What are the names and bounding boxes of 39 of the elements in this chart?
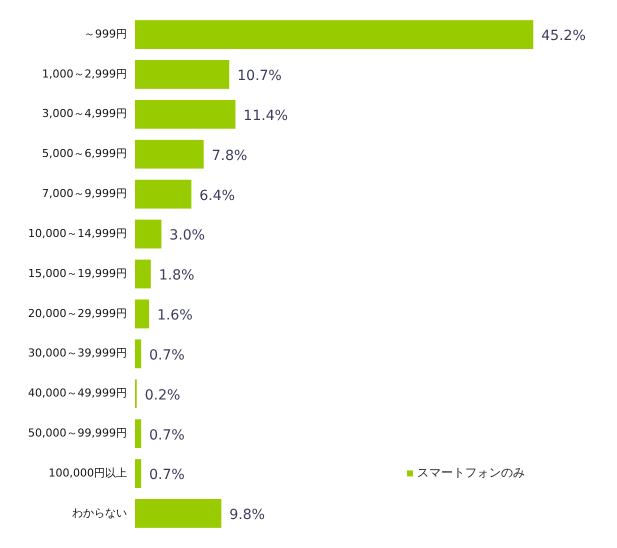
y-tick-label: 15,000～19,999円 xyxy=(28,266,127,280)
y-tick-label: 3,000～4,999円 xyxy=(42,107,127,120)
data-label: 9.8% xyxy=(229,507,265,524)
bar xyxy=(134,300,150,328)
data-label: 0.2% xyxy=(144,387,180,404)
y-tick-label: 30,000～39,999円 xyxy=(28,346,127,360)
y-tick-label: 5,000～6,999円 xyxy=(42,147,127,160)
y-tick-label: 10,000～14,999円 xyxy=(28,226,127,240)
bar xyxy=(134,180,192,209)
data-label: 11.4% xyxy=(243,108,288,124)
bar xyxy=(134,220,162,248)
data-label: 7.8% xyxy=(212,148,248,164)
bar xyxy=(134,60,230,89)
bar xyxy=(134,140,204,169)
y-tick-label: 7,000～9,999円 xyxy=(42,187,127,200)
y-tick-label: 20,000～29,999円 xyxy=(28,306,127,320)
y-tick-label: わからない xyxy=(72,506,127,520)
bar xyxy=(134,499,222,528)
data-label: 0.7% xyxy=(149,467,185,484)
bar xyxy=(134,260,151,288)
bar xyxy=(134,459,142,488)
data-label: 45.2% xyxy=(541,28,586,44)
bar xyxy=(134,419,142,448)
data-label: 10.7% xyxy=(237,68,282,84)
bar xyxy=(134,339,142,368)
y-tick-label: 1,000～2,999円 xyxy=(42,67,127,80)
legend-label: スマートフォンのみ xyxy=(417,466,525,480)
data-label: 0.7% xyxy=(149,347,185,364)
y-tick-label: 40,000～49,999円 xyxy=(28,386,127,400)
y-tick-label: 100,000円以上 xyxy=(48,466,127,480)
data-label: 0.7% xyxy=(149,427,185,444)
bar xyxy=(134,100,236,129)
y-tick-label: 50,000～99,999円 xyxy=(28,426,127,440)
data-label: 3.0% xyxy=(169,228,205,244)
bar xyxy=(134,20,534,49)
data-label: 1.8% xyxy=(158,268,194,284)
data-label: 1.6% xyxy=(157,308,193,324)
y-tick-label: ～999円 xyxy=(84,27,127,40)
data-label: 6.4% xyxy=(199,188,235,204)
